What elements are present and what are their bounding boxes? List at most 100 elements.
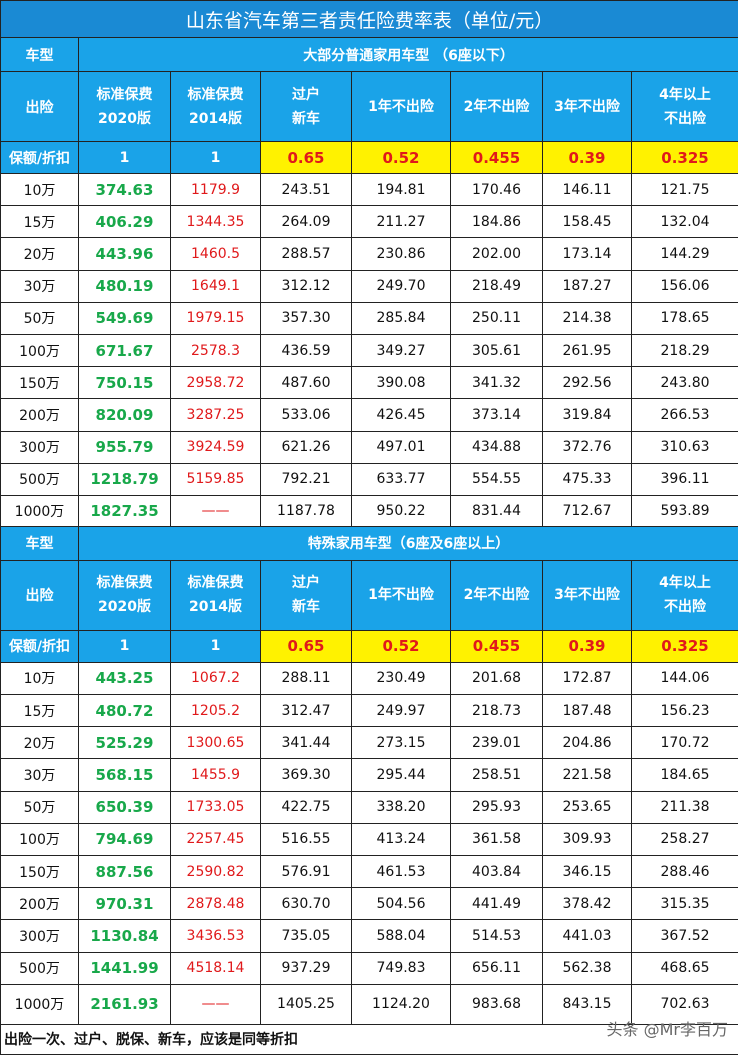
column-header: 过户新车: [261, 72, 352, 142]
rate-cell: 338.20: [352, 791, 451, 823]
rate-cell: 950.22: [352, 495, 451, 526]
premium-2020: 1827.35: [79, 495, 171, 526]
rate-cell: 413.24: [352, 823, 451, 855]
rate-cell: 434.88: [451, 431, 543, 463]
rate-cell: 144.06: [632, 662, 738, 694]
premium-2014: 1205.2: [171, 695, 261, 727]
rate-cell: 367.52: [632, 920, 738, 952]
rate-cell: 712.67: [543, 495, 632, 526]
column-header: 2年不出险: [451, 560, 543, 630]
coverage-label: 15万: [1, 206, 79, 238]
table-title: 山东省汽车第三者责任险费率表（单位/元）: [1, 1, 738, 38]
premium-2014: 1067.2: [171, 662, 261, 694]
premium-2014: ——: [171, 984, 261, 1024]
coverage-label: 200万: [1, 888, 79, 920]
discount-value: 0.325: [632, 142, 738, 174]
discount-value: 0.52: [352, 630, 451, 662]
rate-cell: 514.53: [451, 920, 543, 952]
column-header: 1年不出险: [352, 560, 451, 630]
discount-label: 保额/折扣: [1, 630, 79, 662]
rate-cell: 249.97: [352, 695, 451, 727]
premium-2020: 1130.84: [79, 920, 171, 952]
coverage-label: 100万: [1, 334, 79, 366]
column-header: 4年以上不出险: [632, 72, 738, 142]
coverage-label: 20万: [1, 727, 79, 759]
premium-2014: 2958.72: [171, 367, 261, 399]
premium-2014: 1460.5: [171, 238, 261, 270]
column-header: 2年不出险: [451, 72, 543, 142]
rate-cell: 441.03: [543, 920, 632, 952]
premium-2020: 671.67: [79, 334, 171, 366]
rate-cell: 372.76: [543, 431, 632, 463]
rate-cell: 1187.78: [261, 495, 352, 526]
discount-label: 保额/折扣: [1, 142, 79, 174]
premium-2020: 887.56: [79, 856, 171, 888]
premium-2020: 568.15: [79, 759, 171, 791]
premium-2014: 3287.25: [171, 399, 261, 431]
rate-cell: 221.58: [543, 759, 632, 791]
rate-cell: 633.77: [352, 463, 451, 495]
rate-cell: 187.27: [543, 270, 632, 302]
premium-2014: 1649.1: [171, 270, 261, 302]
premium-2020: 750.15: [79, 367, 171, 399]
coverage-label: 50万: [1, 791, 79, 823]
rate-cell: 194.81: [352, 174, 451, 206]
coverage-label: 500万: [1, 952, 79, 984]
rate-cell: 121.75: [632, 174, 738, 206]
coverage-label: 10万: [1, 174, 79, 206]
rate-cell: 243.51: [261, 174, 352, 206]
rate-cell: 288.57: [261, 238, 352, 270]
rate-cell: 170.46: [451, 174, 543, 206]
rate-cell: 461.53: [352, 856, 451, 888]
rate-cell: 562.38: [543, 952, 632, 984]
premium-2020: 794.69: [79, 823, 171, 855]
coverage-label: 10万: [1, 662, 79, 694]
rate-cell: 273.15: [352, 727, 451, 759]
premium-2020: 1218.79: [79, 463, 171, 495]
rate-cell: 144.29: [632, 238, 738, 270]
rate-cell: 288.46: [632, 856, 738, 888]
coverage-label: 300万: [1, 431, 79, 463]
rate-cell: 285.84: [352, 302, 451, 334]
rate-cell: 373.14: [451, 399, 543, 431]
rate-cell: 261.95: [543, 334, 632, 366]
premium-2014: 1733.05: [171, 791, 261, 823]
car-type-label: 车型: [1, 526, 79, 560]
rate-cell: 475.33: [543, 463, 632, 495]
premium-2014: 2578.3: [171, 334, 261, 366]
coverage-label: 50万: [1, 302, 79, 334]
premium-2020: 374.63: [79, 174, 171, 206]
coverage-label: 30万: [1, 270, 79, 302]
rate-cell: 357.30: [261, 302, 352, 334]
rate-cell: 211.27: [352, 206, 451, 238]
discount-value: 1: [171, 630, 261, 662]
rate-cell: 250.11: [451, 302, 543, 334]
rate-cell: 312.12: [261, 270, 352, 302]
rate-cell: 504.56: [352, 888, 451, 920]
rate-cell: 441.49: [451, 888, 543, 920]
rate-cell: 258.27: [632, 823, 738, 855]
rate-cell: 218.29: [632, 334, 738, 366]
rate-cell: 156.06: [632, 270, 738, 302]
rate-cell: 315.35: [632, 888, 738, 920]
premium-2014: 2590.82: [171, 856, 261, 888]
rate-cell: 349.27: [352, 334, 451, 366]
premium-2014: 4518.14: [171, 952, 261, 984]
rate-cell: 146.11: [543, 174, 632, 206]
rate-cell: 983.68: [451, 984, 543, 1024]
rate-cell: 218.73: [451, 695, 543, 727]
discount-value: 0.52: [352, 142, 451, 174]
rate-cell: 249.70: [352, 270, 451, 302]
